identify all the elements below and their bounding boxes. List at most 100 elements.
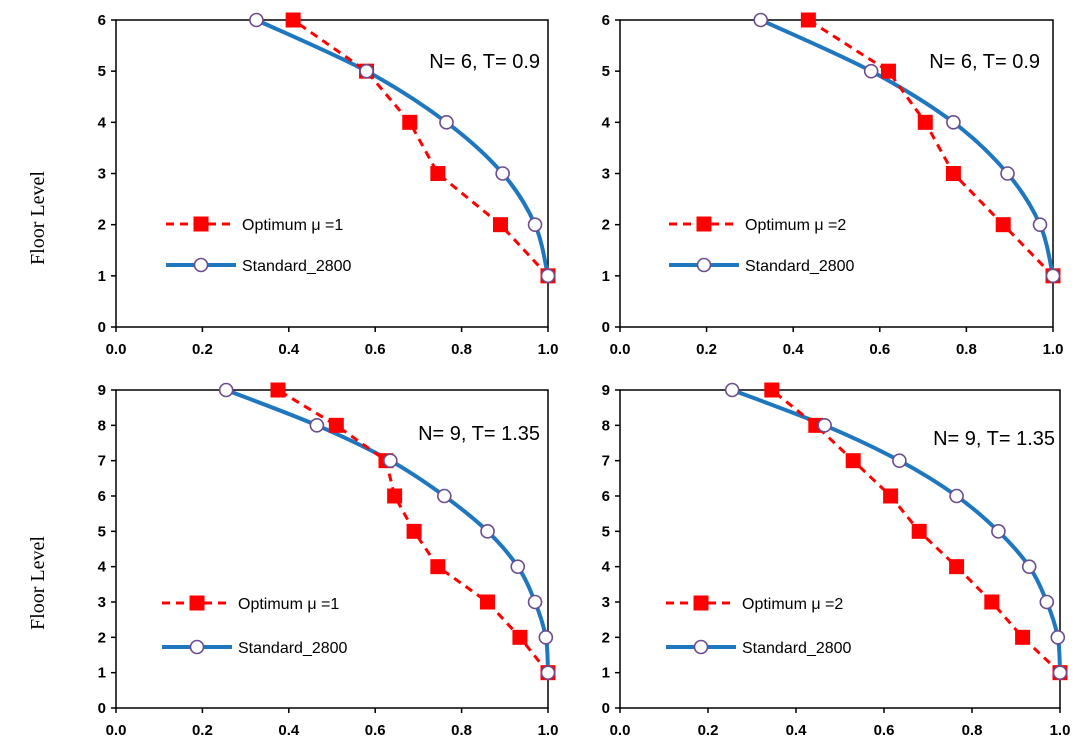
y-tick-label: 6 [98,12,106,29]
y-tick-label: 3 [98,594,106,611]
plot-frame [619,389,1061,709]
legend-marker-square [693,595,709,611]
x-tick-label: 0.8 [451,722,472,739]
standard-point [724,382,740,398]
y-axis-label-bottom: Floor Level [27,536,49,630]
x-tick-label: 0.2 [696,341,717,358]
legend-marker-circle [693,639,709,655]
standard-point [510,559,526,574]
optimum-point [800,12,816,28]
y-tick-label: 2 [98,217,106,234]
standard-point [991,524,1006,539]
standard-point [1032,217,1048,232]
y-tick-label: 6 [602,12,610,29]
x-tick-label: 0.6 [874,722,895,739]
x-tick-label: 1.0 [538,722,559,739]
optimum-point [945,166,961,181]
x-tick-label: 0.6 [365,722,386,739]
standard-point [949,488,964,504]
legend-label: Optimum μ =1 [242,217,343,234]
optimum-point [285,12,301,28]
x-tick-label: 1.0 [538,341,559,358]
chart-panels: 0 1 2 3 4 5 6 0.0 0.2 0.4 0.6 0.8 1.0 N= 6, T= 0.9 Opt… [98,12,1071,739]
standard-point [437,488,452,504]
legend-marker-square [193,216,209,232]
chart-annotation: N= 9, T= 1.35 [418,423,540,445]
legend-marker-square [189,595,205,611]
y-tick-label: 2 [602,217,610,234]
y-tick-label: 4 [98,559,107,576]
y-tick-label: 6 [98,488,106,505]
chart-panel-2: 0 1 2 3 4 5 6 0.0 0.2 0.4 0.6 0.8 1.0 N= 6, T= 0.9 Opt… [602,12,1064,358]
standard-point [753,12,769,28]
y-tick-label: 1 [98,268,106,285]
legend-label: Standard_2800 [742,640,852,657]
optimum-point [917,114,933,130]
y-tick-label: 5 [98,63,106,80]
x-tick-label: 0.4 [278,722,300,739]
standard-point [863,63,879,79]
chart-annotation: N= 6, T= 0.9 [429,51,540,73]
optimum-point [406,523,422,539]
x-tick-label: 1.0 [1050,722,1071,739]
x-tick-label: 0.8 [962,722,983,739]
legend-label: Standard_2800 [238,640,348,657]
optimum-point [911,523,927,539]
legend-marker-circle [193,257,209,273]
legend: Optimum μ =2 Standard_2800 [666,595,852,657]
legend-label: Optimum μ =1 [238,596,339,613]
optimum-point [845,453,861,469]
y-tick-label: 8 [602,417,610,434]
standard-point [495,166,510,181]
y-tick-label: 7 [602,453,610,470]
y-axis-label-top: Floor Level [27,171,49,265]
x-tick-label: 0.4 [786,722,808,739]
x-tick-label: 0.2 [192,341,213,358]
y-tick-label: 6 [602,488,610,505]
y-tick-label: 1 [98,665,106,682]
y-tick-label: 0 [98,319,106,336]
standard-point [309,418,325,433]
chart-annotation: N= 6, T= 0.9 [929,51,1040,73]
legend-label: Standard_2800 [242,258,352,275]
x-tick-label: 1.0 [1043,341,1064,358]
chart-panel-3: 0 1 2 3 4 5 6 7 8 9 0.0 0.2 0.4 0.6 0.8 1.0 N= 9, T= 1.3… [98,382,559,739]
optimum-point [883,488,899,504]
optimum-point [984,594,1000,610]
standard-point [1039,594,1055,610]
chart-panel-4: 0 1 2 3 4 5 6 7 8 9 0.0 0.2 0.4 0.6 0.8 1.0 N= 9, T= 1.3… [602,382,1071,739]
legend-marker-circle [696,257,712,273]
y-tick-label: 3 [98,166,106,183]
standard-point [439,115,454,130]
y-tick-label: 8 [98,417,106,434]
y-tick-label: 5 [98,523,106,540]
series-line-standard [224,388,550,675]
plot-frame [115,389,549,709]
legend-marker-square [696,216,712,232]
optimum-point [430,559,446,575]
standard-point [359,63,374,79]
standard-point [480,524,495,539]
y-tick-label: 3 [602,166,610,183]
optimum-point [270,382,286,398]
optimum-point [764,382,780,398]
x-tick-label: 0.2 [192,722,213,739]
y-tick-label: 2 [98,629,106,646]
legend-label: Standard_2800 [745,258,855,275]
x-tick-label: 0.8 [451,341,472,358]
legend: Optimum μ =2 Standard_2800 [669,216,855,275]
x-tick-label: 0.4 [278,341,300,358]
standard-point [527,594,543,610]
optimum-point [995,217,1011,233]
y-tick-label: 0 [98,700,106,717]
y-tick-label: 1 [602,268,610,285]
standard-point [1052,665,1068,680]
standard-point [540,665,556,680]
y-tick-label: 7 [98,453,106,470]
y-tick-label: 4 [602,114,611,131]
y-tick-label: 3 [602,594,610,611]
standard-point [1045,268,1061,284]
x-tick-label: 0.4 [783,341,805,358]
optimum-point [480,594,496,610]
